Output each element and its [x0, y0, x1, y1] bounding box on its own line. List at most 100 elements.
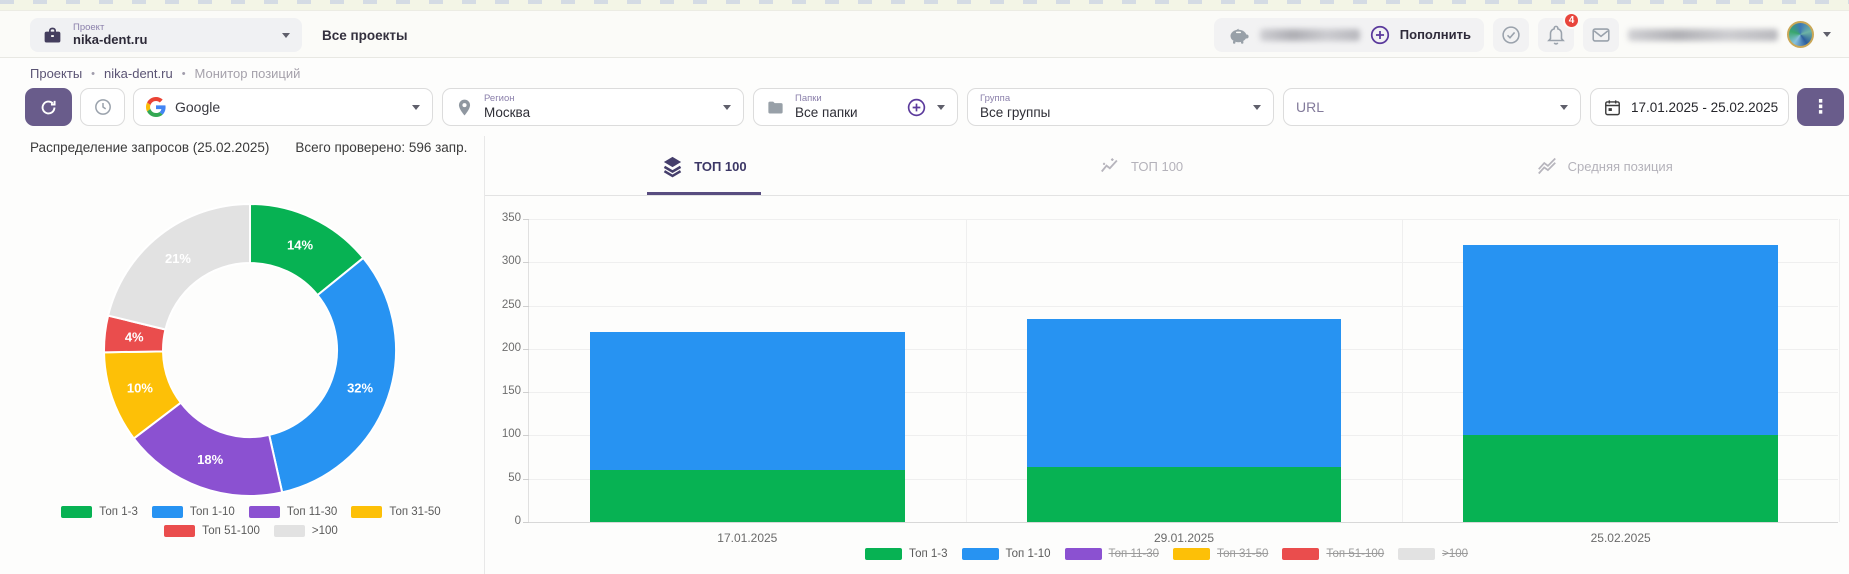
- donut-legend-item[interactable]: Топ 31-50: [351, 506, 441, 518]
- refresh-icon: [39, 98, 58, 117]
- axis-tick: [523, 305, 529, 307]
- breadcrumb-projects[interactable]: Проекты: [30, 66, 83, 81]
- donut-legend-item[interactable]: Топ 1-3: [61, 506, 138, 518]
- breadcrumb-project-name[interactable]: nika-dent.ru: [104, 66, 173, 81]
- y-axis-label: 350: [501, 212, 521, 224]
- tab-top100-dynamics[interactable]: ТОП 100: [1085, 140, 1197, 195]
- search-engine-value: Google: [175, 99, 221, 115]
- region-select[interactable]: Регион Москва: [442, 88, 744, 126]
- y-axis-label: 200: [501, 341, 521, 354]
- axis-tick: [523, 219, 529, 220]
- legend-label: Топ 31-50: [389, 506, 441, 518]
- app-header: Проект nika-dent.ru Все проекты Пополнит…: [0, 11, 1849, 58]
- tab-average-position[interactable]: Средняя позиция: [1522, 140, 1687, 195]
- check-circle-icon: [1500, 24, 1522, 46]
- legend-swatch: [864, 548, 902, 560]
- folders-select[interactable]: Папки Все папки: [753, 88, 958, 126]
- google-logo-icon: [146, 97, 166, 117]
- donut-legend-item[interactable]: Топ 51-100: [164, 525, 260, 537]
- project-selector[interactable]: Проект nika-dent.ru: [30, 18, 302, 52]
- folder-icon: [766, 98, 785, 117]
- legend-swatch: [273, 525, 305, 537]
- chevron-down-icon[interactable]: [1823, 32, 1831, 37]
- kebab-menu-icon: ⋮: [1811, 96, 1830, 118]
- chevron-down-icon: [723, 104, 731, 110]
- legend-label: Топ 1-3: [99, 506, 138, 518]
- url-field-label: URL: [1296, 99, 1325, 115]
- project-field-label: Проект: [73, 21, 105, 33]
- donut-legend-item[interactable]: Топ 1-10: [151, 506, 235, 518]
- donut-percent-label: 4%: [125, 330, 144, 345]
- donut-legend-item[interactable]: >100: [273, 525, 338, 537]
- topup-button[interactable]: Пополнить: [1399, 27, 1471, 42]
- donut-legend-item[interactable]: Топ 11-30: [248, 506, 337, 518]
- y-axis-label: 100: [501, 428, 521, 441]
- legend-swatch: [1064, 548, 1102, 560]
- tab-top100-stacked[interactable]: ТОП 100: [647, 140, 761, 195]
- briefcase-icon: [42, 25, 63, 46]
- project-name: nika-dent.ru: [73, 32, 148, 48]
- chevron-down-icon: [412, 104, 420, 110]
- plus-circle-icon[interactable]: [1369, 24, 1391, 46]
- chevron-down-icon: [1253, 104, 1261, 110]
- legend-label: Топ 51-100: [202, 525, 260, 537]
- messages-button[interactable]: [1583, 17, 1619, 52]
- date-range-picker[interactable]: 17.01.2025 - 25.02.2025: [1590, 88, 1789, 126]
- folders-field-label: Папки: [795, 92, 822, 104]
- all-projects-link[interactable]: Все проекты: [322, 28, 408, 43]
- bar-legend-item[interactable]: Топ 11-30: [1064, 548, 1160, 560]
- legend-swatch: [61, 506, 93, 518]
- browser-edge-strip: [0, 0, 1849, 11]
- date-range-value: 17.01.2025 - 25.02.2025: [1631, 99, 1779, 115]
- bar-legend-item[interactable]: Топ 31-50: [1173, 548, 1268, 560]
- tasks-button[interactable]: [1493, 17, 1529, 52]
- avatar[interactable]: [1787, 21, 1814, 48]
- calendar-icon: [1603, 98, 1622, 117]
- url-select[interactable]: URL: [1283, 88, 1581, 126]
- bar-legend-item[interactable]: >100: [1398, 548, 1468, 560]
- breadcrumb-separator: •: [91, 67, 96, 80]
- bar-segment: [1463, 435, 1778, 522]
- refresh-button[interactable]: [25, 88, 72, 126]
- legend-label: Топ 51-100: [1326, 548, 1385, 560]
- bar-legend-item[interactable]: Топ 1-3: [864, 548, 948, 560]
- donut-percent-label: 21%: [165, 251, 191, 266]
- axis-tick: [523, 262, 529, 264]
- legend-label: >100: [311, 525, 338, 537]
- x-axis-label: 25.02.2025: [1590, 531, 1651, 545]
- donut-segment: [106, 202, 251, 331]
- region-value: Москва: [484, 104, 531, 120]
- history-button[interactable]: [80, 88, 125, 126]
- add-folder-button[interactable]: [906, 97, 927, 118]
- groups-select[interactable]: Группа Все группы: [967, 88, 1274, 126]
- legend-label: Топ 11-30: [1108, 548, 1160, 560]
- balance-area[interactable]: Пополнить: [1213, 17, 1484, 52]
- distribution-total-text: Всего проверено: 596 запр.: [295, 140, 468, 155]
- bar-segment: [590, 470, 905, 522]
- tab-label: ТОП 100: [694, 158, 747, 174]
- envelope-icon: [1590, 24, 1612, 46]
- notifications-button[interactable]: 4: [1538, 11, 1580, 52]
- x-axis-label: 17.01.2025: [717, 531, 778, 545]
- bar-chart-plot-area: 0 50 100 150 200 250 300 350 17.01.2025 29.01.202…: [502, 212, 1840, 545]
- donut-percent-label: 32%: [347, 381, 373, 396]
- gridline: [529, 522, 1838, 523]
- trend-lines-icon: [1536, 155, 1558, 177]
- more-options-button[interactable]: ⋮: [1797, 88, 1844, 126]
- donut-segment: [267, 256, 397, 494]
- piggy-bank-icon: [1227, 23, 1251, 47]
- axis-tick: [523, 392, 529, 394]
- bar-legend-item[interactable]: Топ 51-100: [1282, 548, 1384, 560]
- gridline: [965, 219, 967, 522]
- donut-percent-label: 10%: [127, 381, 153, 396]
- bar-legend-item[interactable]: Топ 1-10: [961, 548, 1051, 560]
- chart-tabs: ТОП 100 ТОП 100 Средняя позиция: [485, 140, 1849, 196]
- legend-swatch: [164, 525, 196, 537]
- bell-icon: [1545, 24, 1567, 46]
- positions-bar-chart: 0 50 100 150 200 250 300 350 17.01.2025 29.01.202…: [484, 196, 1849, 574]
- bar-chart-legend: Топ 1-3 Топ 1-10 Топ 11-30 Топ 31-50 Топ 51-…: [484, 548, 1849, 560]
- y-axis-label: 0: [514, 515, 521, 527]
- search-engine-select[interactable]: Google: [133, 88, 433, 126]
- bar-segment: [1026, 466, 1342, 522]
- legend-label: Топ 1-10: [1005, 548, 1051, 560]
